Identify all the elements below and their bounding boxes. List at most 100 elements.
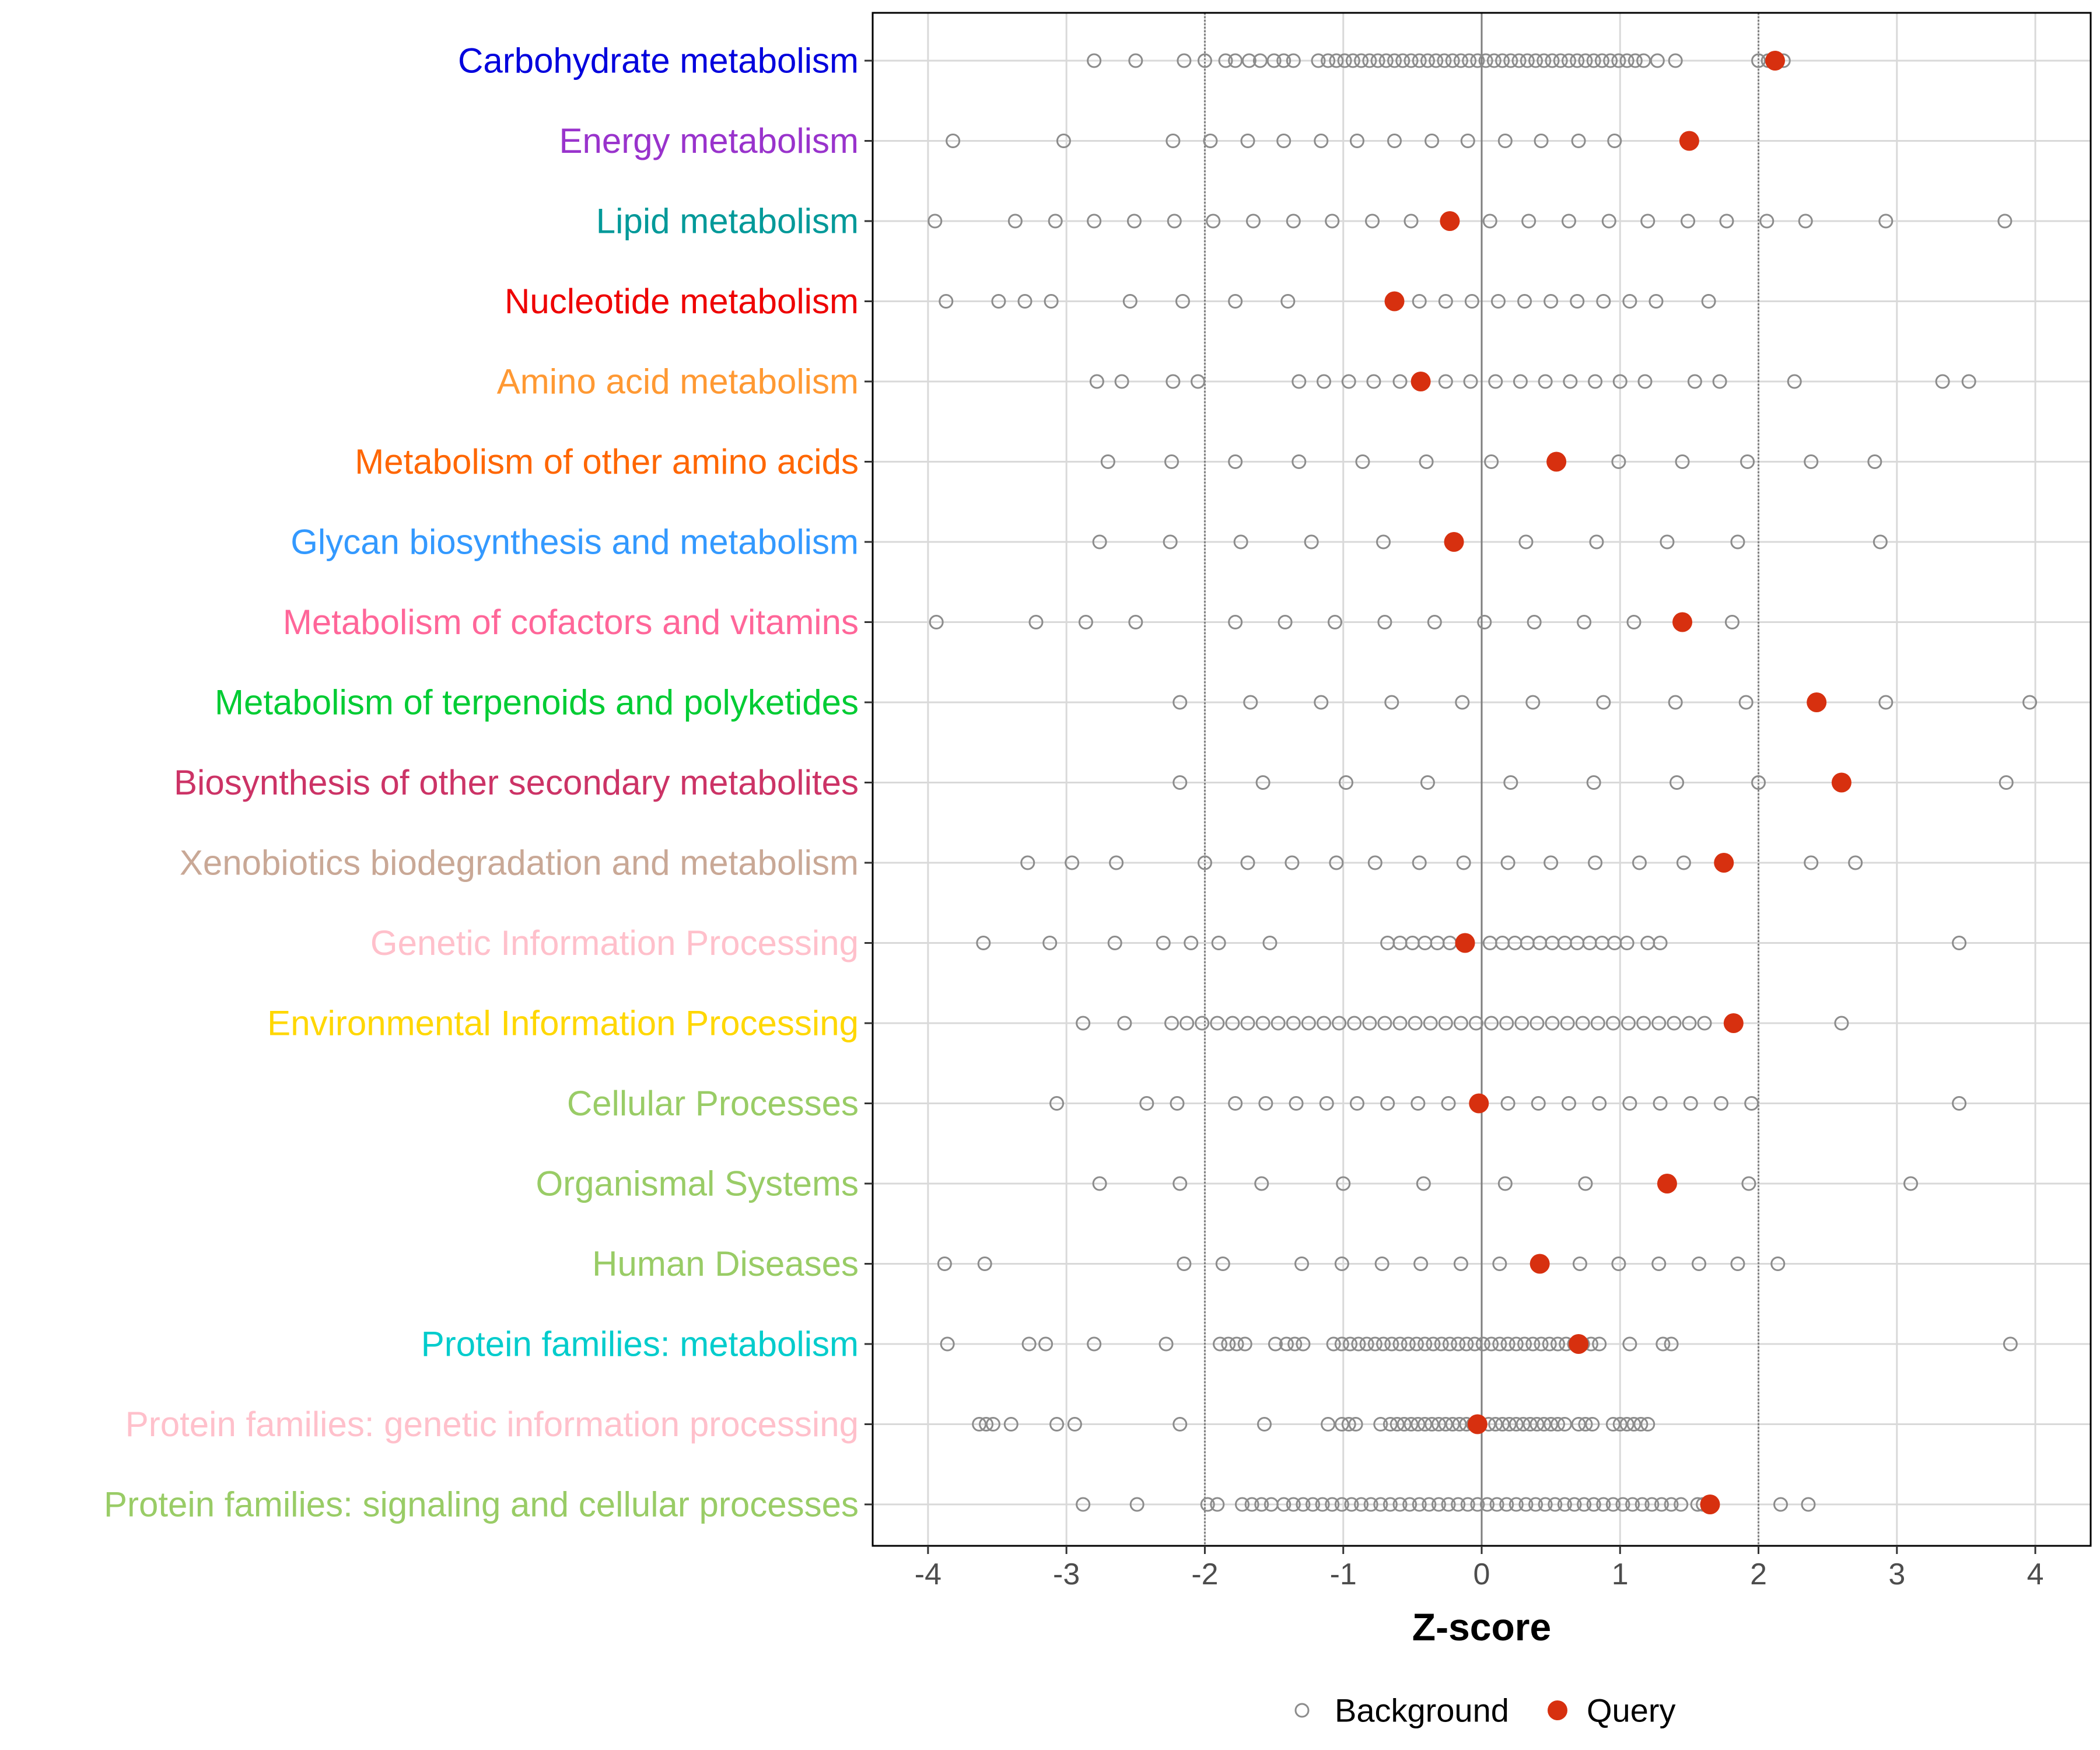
background-point xyxy=(928,214,943,229)
background-point xyxy=(1511,53,1527,68)
background-point xyxy=(1488,374,1503,389)
background-point xyxy=(1628,53,1643,68)
background-point xyxy=(1056,134,1071,148)
background-point xyxy=(1317,1016,1332,1031)
background-point xyxy=(1038,1336,1054,1352)
background-point xyxy=(1751,53,1766,68)
background-point xyxy=(1611,53,1626,68)
x-tick-label: 3 xyxy=(1888,1558,1905,1591)
background-point xyxy=(1424,1417,1440,1432)
background-point xyxy=(1166,374,1181,389)
background-point xyxy=(1590,1016,1605,1031)
background-point xyxy=(1626,1417,1642,1432)
background-point xyxy=(946,134,961,148)
background-point xyxy=(1252,53,1268,68)
background-point xyxy=(2003,1336,2018,1352)
background-point xyxy=(1384,1336,1399,1352)
background-point xyxy=(1107,936,1122,950)
background-point xyxy=(1586,1497,1601,1512)
background-point xyxy=(1460,134,1475,148)
background-point xyxy=(1550,1417,1565,1432)
background-point xyxy=(1503,53,1518,68)
background-point xyxy=(1650,53,1665,68)
background-point xyxy=(1128,53,1143,68)
background-point xyxy=(1240,855,1255,870)
background-point xyxy=(1418,1417,1433,1432)
background-point xyxy=(1560,1016,1575,1031)
background-point xyxy=(1229,1336,1244,1352)
background-point xyxy=(1114,374,1129,389)
background-point xyxy=(939,294,954,309)
background-point xyxy=(1413,1256,1429,1271)
background-point xyxy=(1935,374,1950,389)
background-point xyxy=(1801,1497,1816,1512)
background-point xyxy=(1170,1096,1185,1111)
background-point xyxy=(1255,1016,1270,1031)
background-point xyxy=(1326,1336,1341,1352)
background-point xyxy=(1517,294,1532,309)
background-point xyxy=(1578,1176,1593,1191)
background-point xyxy=(1172,695,1188,710)
category-label: Biosynthesis of other secondary metaboli… xyxy=(174,763,859,802)
background-point xyxy=(1049,1417,1065,1432)
background-point xyxy=(1392,1016,1408,1031)
background-point xyxy=(1420,53,1435,68)
background-point xyxy=(1490,294,1506,309)
background-point xyxy=(1878,214,1894,229)
background-point xyxy=(1453,53,1468,68)
background-point xyxy=(1377,1016,1392,1031)
background-point xyxy=(1210,1497,1225,1512)
background-point xyxy=(1773,1497,1788,1512)
background-point xyxy=(1373,1497,1388,1512)
background-point xyxy=(1280,294,1296,309)
background-point xyxy=(1378,53,1394,68)
background-point xyxy=(1228,294,1243,309)
background-point xyxy=(1325,1497,1340,1512)
background-point xyxy=(1172,1417,1188,1432)
background-point xyxy=(1420,775,1435,790)
background-point xyxy=(1296,1336,1311,1352)
background-point xyxy=(1347,1016,1362,1031)
background-point xyxy=(1557,1417,1572,1432)
background-point xyxy=(1588,855,1603,870)
background-point xyxy=(1412,1497,1427,1512)
background-point xyxy=(1530,1016,1545,1031)
background-point xyxy=(1317,374,1332,389)
query-point xyxy=(1679,131,1699,151)
background-point xyxy=(1492,1336,1507,1352)
background-point xyxy=(1724,615,1740,629)
category-label: Human Diseases xyxy=(592,1244,859,1283)
background-point xyxy=(1355,454,1370,469)
background-point xyxy=(1508,1417,1524,1432)
background-point xyxy=(1442,1336,1457,1352)
background-point xyxy=(1683,1096,1698,1111)
legend-query-label: Query xyxy=(1587,1692,1676,1729)
background-point xyxy=(1675,454,1690,469)
background-point xyxy=(1100,454,1115,469)
background-point xyxy=(1636,53,1651,68)
legend-background-label: Background xyxy=(1335,1692,1509,1729)
category-label: Nucleotide metabolism xyxy=(505,282,859,321)
background-point xyxy=(1525,695,1541,710)
background-point xyxy=(1521,214,1536,229)
background-point xyxy=(1376,534,1391,550)
background-point xyxy=(1497,1176,1513,1191)
background-point xyxy=(1667,1016,1682,1031)
background-point xyxy=(1028,615,1044,629)
background-point xyxy=(1759,214,1774,229)
background-point xyxy=(1601,214,1616,229)
category-label: Lipid metabolism xyxy=(596,202,859,241)
x-tick-label: -2 xyxy=(1191,1558,1218,1591)
background-point xyxy=(1534,1336,1549,1352)
background-point xyxy=(1329,53,1344,68)
background-point xyxy=(1744,1096,1759,1111)
background-point xyxy=(1382,1417,1398,1432)
background-point xyxy=(1531,1096,1546,1111)
background-point xyxy=(1003,1417,1019,1432)
background-point xyxy=(1495,53,1510,68)
background-point xyxy=(1644,1497,1660,1512)
background-point xyxy=(1410,1417,1426,1432)
background-point xyxy=(1622,1336,1637,1352)
background-point xyxy=(1445,53,1460,68)
